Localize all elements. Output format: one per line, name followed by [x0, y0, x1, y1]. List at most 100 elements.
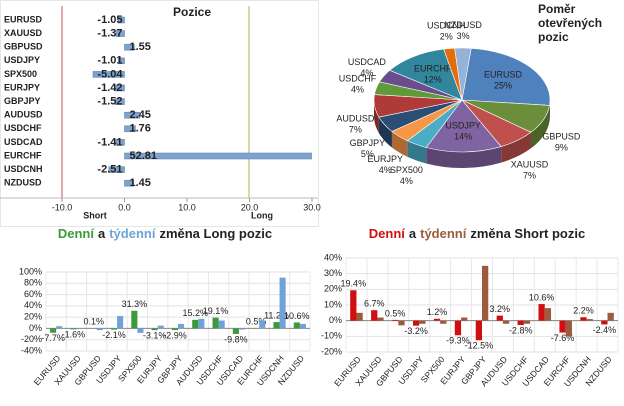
category-label: EURCHF: [4, 150, 42, 160]
bar: [461, 317, 468, 321]
bar: [218, 320, 225, 329]
chart-title: Pozice: [173, 5, 211, 19]
slice-value: 4%: [360, 68, 373, 78]
y-tick-label: -20%: [21, 334, 42, 344]
slice-side: [391, 131, 408, 157]
value-label: -1.37: [97, 28, 122, 40]
category-label: USDCNH: [4, 164, 43, 174]
bar: [70, 328, 77, 330]
bar: [115, 139, 125, 146]
category-label: USDJPY: [4, 55, 40, 65]
bar: [124, 43, 135, 51]
legend-entry: týdenní: [109, 226, 156, 241]
bar: [517, 320, 524, 326]
bar: [198, 318, 205, 329]
bar: [356, 312, 363, 321]
bar: [502, 320, 510, 324]
slice-value: 25%: [494, 81, 512, 91]
category-label: USDCAD: [4, 137, 43, 147]
value-label: 6.7%: [364, 299, 385, 309]
pie-title-box: Poměr otevřených pozic: [538, 2, 603, 44]
bar: [433, 318, 441, 321]
slice-label: EURCHF: [414, 63, 452, 73]
bar: [108, 166, 125, 173]
slice-value: 5%: [361, 149, 374, 159]
bar: [279, 277, 286, 329]
bar: [151, 328, 158, 331]
value-label: -3.1%: [143, 331, 167, 341]
value-label: 10.6%: [529, 292, 555, 302]
slice-value: 4%: [400, 176, 413, 186]
value-label: 1.55: [130, 41, 151, 53]
bar: [454, 320, 462, 336]
pie-slice: [425, 99, 502, 153]
value-label: 0.5%: [246, 317, 267, 327]
bar: [523, 320, 531, 324]
bar: [178, 323, 185, 329]
category-label: AUDUSD: [4, 110, 43, 120]
y-tick-label: 80%: [24, 278, 42, 288]
slice-side: [530, 105, 550, 149]
bars: [92, 16, 312, 187]
y-tick-label: 100%: [19, 266, 42, 276]
value-label: 2.2%: [573, 306, 594, 316]
y-tick-label: -20%: [321, 346, 342, 356]
legend-entry: a: [409, 226, 417, 241]
slice-side: [501, 132, 531, 163]
bar: [110, 328, 118, 330]
bar: [92, 71, 125, 78]
value-label: 1.45: [130, 177, 151, 189]
y-tick-label: -10%: [321, 331, 342, 341]
pie-title: Poměr otevřených pozic: [538, 2, 603, 44]
y-tick-label: 20%: [324, 284, 342, 294]
bar: [115, 30, 125, 37]
legend-entry: týdenní: [420, 226, 467, 241]
pie-slice: [461, 47, 551, 106]
bar: [607, 312, 614, 321]
y-tick-label: 0%: [329, 315, 342, 325]
bar: [538, 304, 545, 321]
bar: [580, 317, 587, 321]
value-label: -2.51: [97, 164, 122, 176]
slice-label: GBPUSD: [542, 132, 581, 142]
bar: [232, 328, 239, 334]
bar: [496, 315, 503, 321]
value-label: 3.2%: [490, 304, 511, 314]
y-tick-label: 40%: [24, 300, 42, 310]
value-label: -2.1%: [102, 330, 126, 340]
bar: [171, 328, 178, 331]
bar: [114, 98, 125, 105]
category-label: XAUUSD: [4, 28, 43, 38]
chart-title: Denní a týdenní změna Short pozic: [369, 226, 585, 241]
legend-entry: změna Short pozic: [470, 226, 585, 241]
value-label: 1.2%: [427, 307, 448, 317]
pie-slice: [389, 48, 463, 101]
value-label: -1.05: [97, 14, 122, 26]
y-tick-label: 10%: [324, 299, 342, 309]
bar: [137, 328, 144, 333]
value-label: -5.04: [97, 68, 123, 80]
value-label: -7.7%: [41, 333, 65, 343]
value-label: 31.3%: [122, 299, 148, 309]
panel-frame: [0, 0, 319, 227]
bar: [117, 57, 125, 65]
bar: [392, 319, 399, 321]
y-tick-label: 20%: [24, 312, 42, 322]
bar: [131, 310, 138, 329]
value-label: -9.3%: [446, 336, 470, 346]
bar: [475, 320, 482, 341]
y-tick-label: 0%: [29, 323, 42, 333]
bar: [96, 328, 103, 331]
category-label: EURUSD: [4, 14, 43, 24]
slice-label: SPX500: [390, 165, 423, 175]
bar: [124, 111, 141, 119]
bar: [586, 319, 593, 321]
bar: [398, 320, 405, 326]
bar: [212, 317, 219, 329]
bar: [440, 320, 447, 324]
bar: [117, 16, 125, 24]
bar: [157, 325, 164, 329]
pie-slice: [454, 47, 472, 101]
slice-side: [426, 146, 502, 168]
